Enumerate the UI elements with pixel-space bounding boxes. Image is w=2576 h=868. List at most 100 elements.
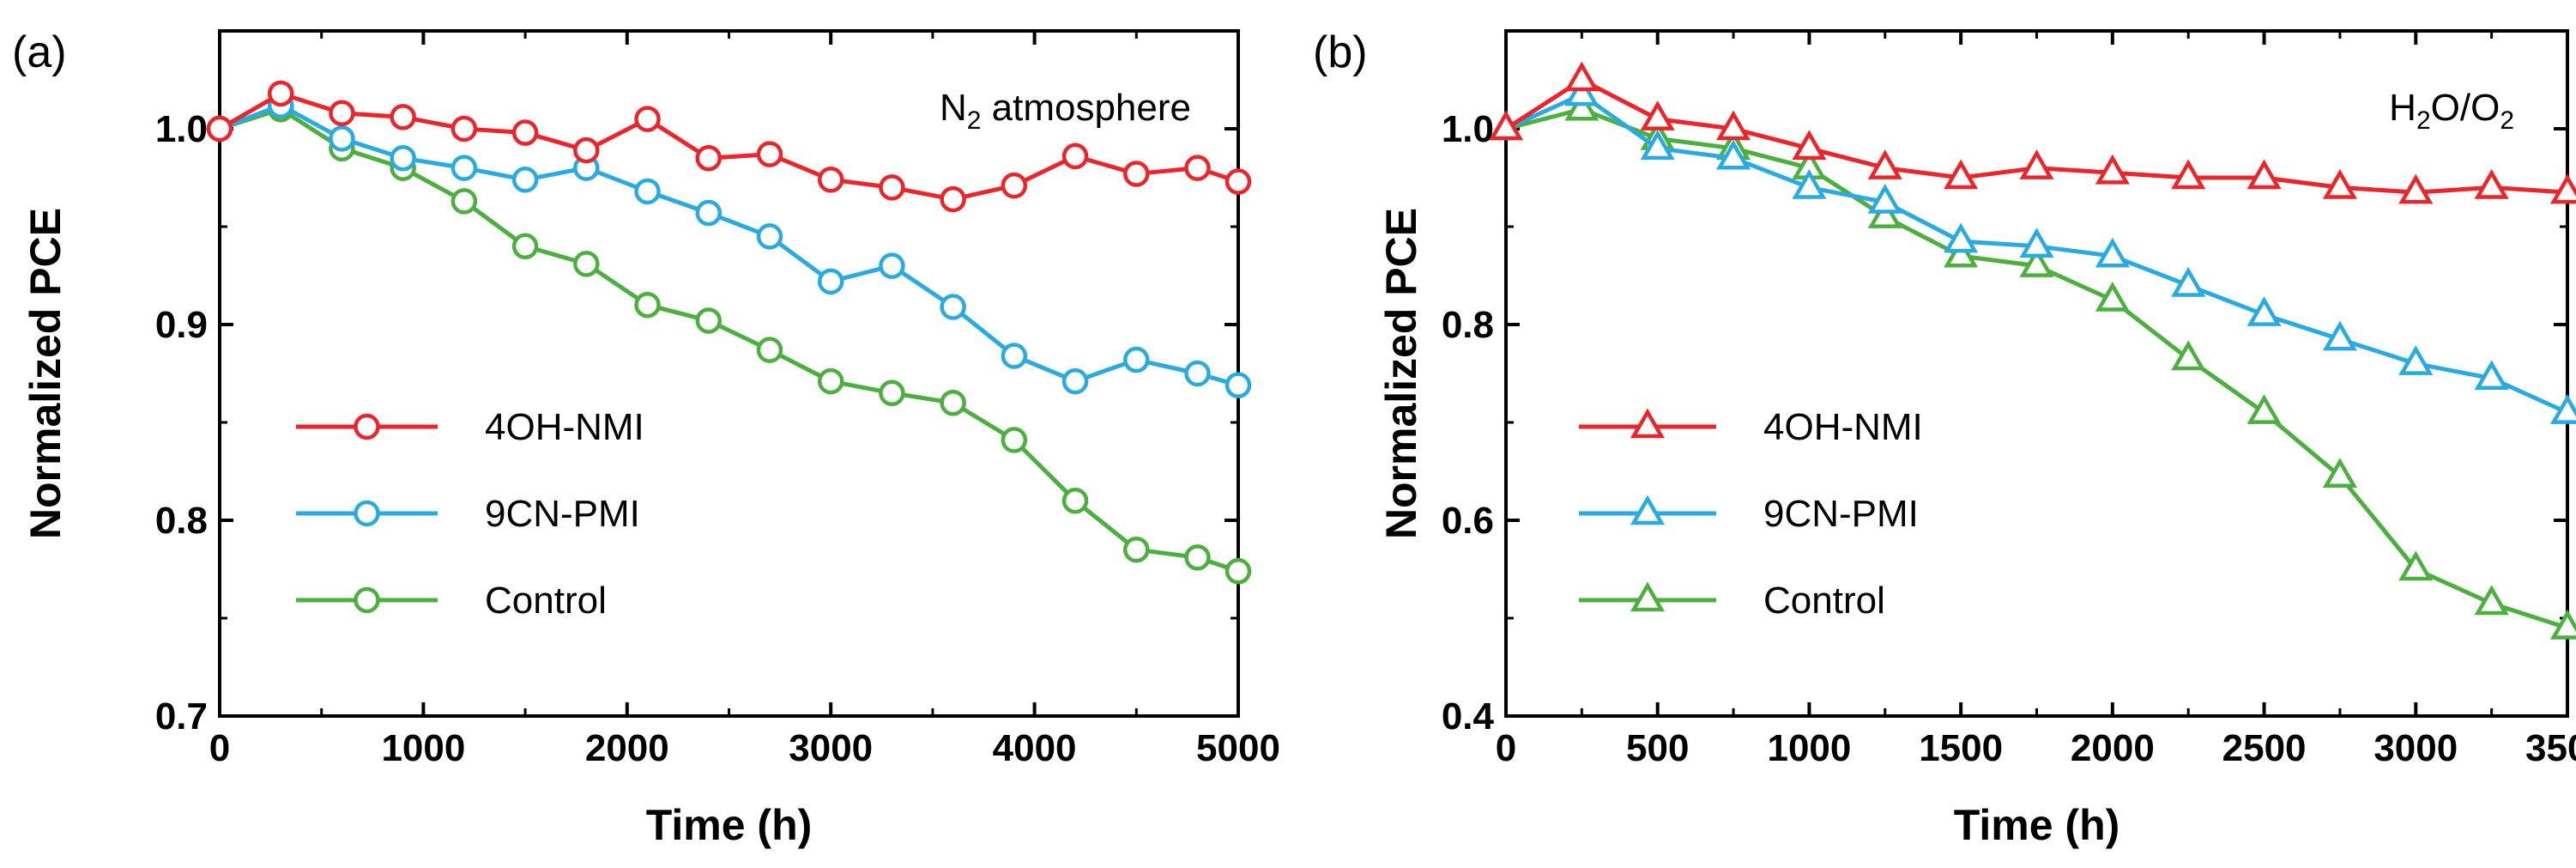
panel-b-data-point-control bbox=[2171, 340, 2206, 371]
panel-a-data-point-control bbox=[450, 188, 478, 215]
panel-a-data-point-9cn-pmi bbox=[756, 223, 783, 250]
panel-b-x-tick-label: 500 bbox=[1626, 727, 1689, 769]
panel-a-data-point-9cn-pmi bbox=[1225, 372, 1252, 398]
panel-b-data-point-control bbox=[1867, 198, 1902, 228]
panel-a-x-tick-label: 5000 bbox=[1196, 727, 1280, 769]
panel-b-data-point-4oh-nmi bbox=[2019, 149, 2054, 179]
panel-b-legend-marker-9cn-pmi bbox=[1630, 495, 1666, 525]
panel-b-legend-label-control: Control bbox=[1763, 580, 1885, 622]
panel-b-data-point-control bbox=[2095, 281, 2130, 312]
panel-a-data-point-control bbox=[817, 367, 844, 395]
panel-a-legend-marker-9cn-pmi bbox=[354, 500, 380, 527]
panel-a-data-point-control bbox=[1225, 558, 1252, 585]
panel-a-series-4oh-nmi bbox=[206, 80, 1252, 213]
panel-a-data-point-4oh-nmi bbox=[390, 104, 416, 131]
panel-b-x-axis-title: Time (h) bbox=[1954, 801, 2120, 849]
panel-b-legend-marker-4oh-nmi bbox=[1630, 408, 1666, 439]
panel-b-data-point-control bbox=[2474, 585, 2509, 616]
panel-b-x-tick-label: 1000 bbox=[1767, 727, 1851, 769]
panel-a-x-tick-label: 0 bbox=[209, 727, 230, 769]
panel-a-x-tick-label: 4000 bbox=[993, 727, 1077, 769]
panel-b-data-point-4oh-nmi bbox=[1944, 159, 1979, 190]
panel-a-series-line-9cn-pmi bbox=[219, 103, 1239, 388]
panel-a-data-point-control bbox=[940, 389, 966, 416]
panel-a-label: (a) bbox=[12, 27, 67, 77]
panel-b-data-point-9cn-pmi bbox=[1716, 139, 1751, 170]
panel-a-data-point-9cn-pmi bbox=[940, 294, 966, 320]
panel-a-data-point-9cn-pmi bbox=[1001, 343, 1028, 369]
panel-b-data-point-4oh-nmi bbox=[1640, 100, 1675, 131]
panel-b-data-point-control bbox=[2019, 247, 2054, 277]
panel-a-legend-label-9cn-pmi: 9CN-PMI bbox=[485, 493, 640, 535]
panel-b-legend: 4OH-NMI 9CN-PMI Control bbox=[1579, 406, 1923, 622]
panel-b-y-axis-title: Normalized PCE bbox=[1377, 208, 1425, 539]
panel-a-y-axis-title: Normalized PCE bbox=[21, 208, 70, 539]
panel-b-data-point-control bbox=[2549, 609, 2576, 640]
panel-a: 0 1000 2000 3000 4000 5000 0.7 0.8 0.9 1.0 Time (h… bbox=[12, 27, 1280, 849]
panel-a-x-tick-label: 1000 bbox=[381, 727, 465, 769]
panel-a-data-point-4oh-nmi bbox=[817, 167, 844, 193]
panel-b-data-point-9cn-pmi bbox=[2474, 360, 2509, 390]
panel-a-data-point-control bbox=[1061, 487, 1089, 514]
panel-b-x-tick-label: 2500 bbox=[2222, 727, 2307, 769]
panel-a-condition-annotation: N2 atmosphere bbox=[940, 87, 1191, 135]
panel-a-data-point-4oh-nmi bbox=[1184, 155, 1211, 181]
panel-a-legend: 4OH-NMI 9CN-PMI Control bbox=[296, 406, 644, 622]
panel-b-data-point-4oh-nmi bbox=[1488, 110, 1524, 141]
panel-a-data-point-control bbox=[695, 307, 723, 334]
panel-a-legend-marker-4oh-nmi bbox=[354, 413, 380, 440]
panel-a-data-point-control bbox=[1184, 544, 1211, 571]
panel-a-data-point-9cn-pmi bbox=[817, 268, 844, 295]
panel-a-data-point-9cn-pmi bbox=[450, 155, 478, 181]
panel-b-data-point-9cn-pmi bbox=[2398, 345, 2434, 375]
panel-a-series-9cn-pmi bbox=[206, 92, 1252, 398]
panel-a-data-point-control bbox=[634, 291, 661, 319]
panel-a-data-point-4oh-nmi bbox=[879, 174, 905, 201]
panel-a-x-axis-title: Time (h) bbox=[646, 801, 813, 849]
panel-b-x-tick-label: 2000 bbox=[2071, 727, 2155, 769]
panel-b-y-tick-label: 0.4 bbox=[1442, 695, 1495, 737]
panel-b-data-point-4oh-nmi bbox=[2171, 159, 2206, 190]
panel-a-x-tick-label: 2000 bbox=[585, 727, 669, 769]
panel-b: 0 500 1000 1500 2000 2500 3000 3500 0.4 0.6 0.8 1.0… bbox=[1313, 27, 2576, 849]
panel-b-data-point-9cn-pmi bbox=[2171, 266, 2206, 297]
panel-a-data-point-9cn-pmi bbox=[634, 178, 661, 205]
panel-a-data-point-4oh-nmi bbox=[511, 119, 539, 146]
panel-a-data-point-control bbox=[756, 337, 783, 363]
panel-b-data-point-control bbox=[2246, 394, 2282, 424]
panel-a-data-point-4oh-nmi bbox=[634, 106, 661, 132]
panel-a-y-tick-label: 0.9 bbox=[155, 304, 208, 346]
panel-b-data-point-9cn-pmi bbox=[2019, 228, 2054, 258]
panel-b-legend-marker-control bbox=[1630, 581, 1666, 612]
panel-a-data-point-9cn-pmi bbox=[1184, 360, 1211, 387]
panel-b-data-point-control bbox=[2322, 458, 2357, 488]
panel-b-data-point-9cn-pmi bbox=[1640, 130, 1675, 161]
panel-b-legend-label-9cn-pmi: 9CN-PMI bbox=[1763, 493, 1919, 535]
panel-a-data-point-4oh-nmi bbox=[1001, 172, 1028, 199]
panel-b-data-point-control bbox=[1944, 237, 1979, 268]
panel-a-data-point-9cn-pmi bbox=[1123, 346, 1150, 373]
panel-b-legend-label-4oh-nmi: 4OH-NMI bbox=[1763, 406, 1923, 448]
panel-a-data-point-4oh-nmi bbox=[1061, 143, 1089, 170]
panel-b-data-point-9cn-pmi bbox=[2095, 237, 2130, 268]
panel-b-x-tick-label: 0 bbox=[1496, 727, 1516, 769]
panel-b-condition-annotation: H2O/O2 bbox=[2389, 87, 2514, 135]
panel-b-y-tick-label: 0.6 bbox=[1442, 500, 1494, 542]
panel-a-data-point-4oh-nmi bbox=[756, 141, 783, 167]
panel-a-data-point-9cn-pmi bbox=[390, 144, 416, 172]
panel-a-data-point-9cn-pmi bbox=[511, 167, 539, 193]
panel-b-x-tick-label: 3500 bbox=[2525, 727, 2576, 769]
panel-a-data-point-4oh-nmi bbox=[329, 100, 355, 127]
panel-a-x-tick-label: 3000 bbox=[789, 727, 873, 769]
panel-a-data-point-control bbox=[511, 233, 539, 260]
panel-a-legend-label-4oh-nmi: 4OH-NMI bbox=[485, 406, 644, 448]
panel-b-data-point-4oh-nmi bbox=[1792, 130, 1827, 161]
panel-b-data-point-9cn-pmi bbox=[1792, 168, 1827, 199]
panel-a-data-point-4oh-nmi bbox=[695, 144, 723, 172]
panel-a-legend-label-control: Control bbox=[485, 580, 607, 622]
panel-a-data-point-9cn-pmi bbox=[329, 125, 355, 152]
panel-a-data-point-4oh-nmi bbox=[267, 80, 294, 107]
panel-b-data-point-4oh-nmi bbox=[1867, 149, 1902, 179]
panel-b-data-point-9cn-pmi bbox=[2246, 296, 2282, 326]
